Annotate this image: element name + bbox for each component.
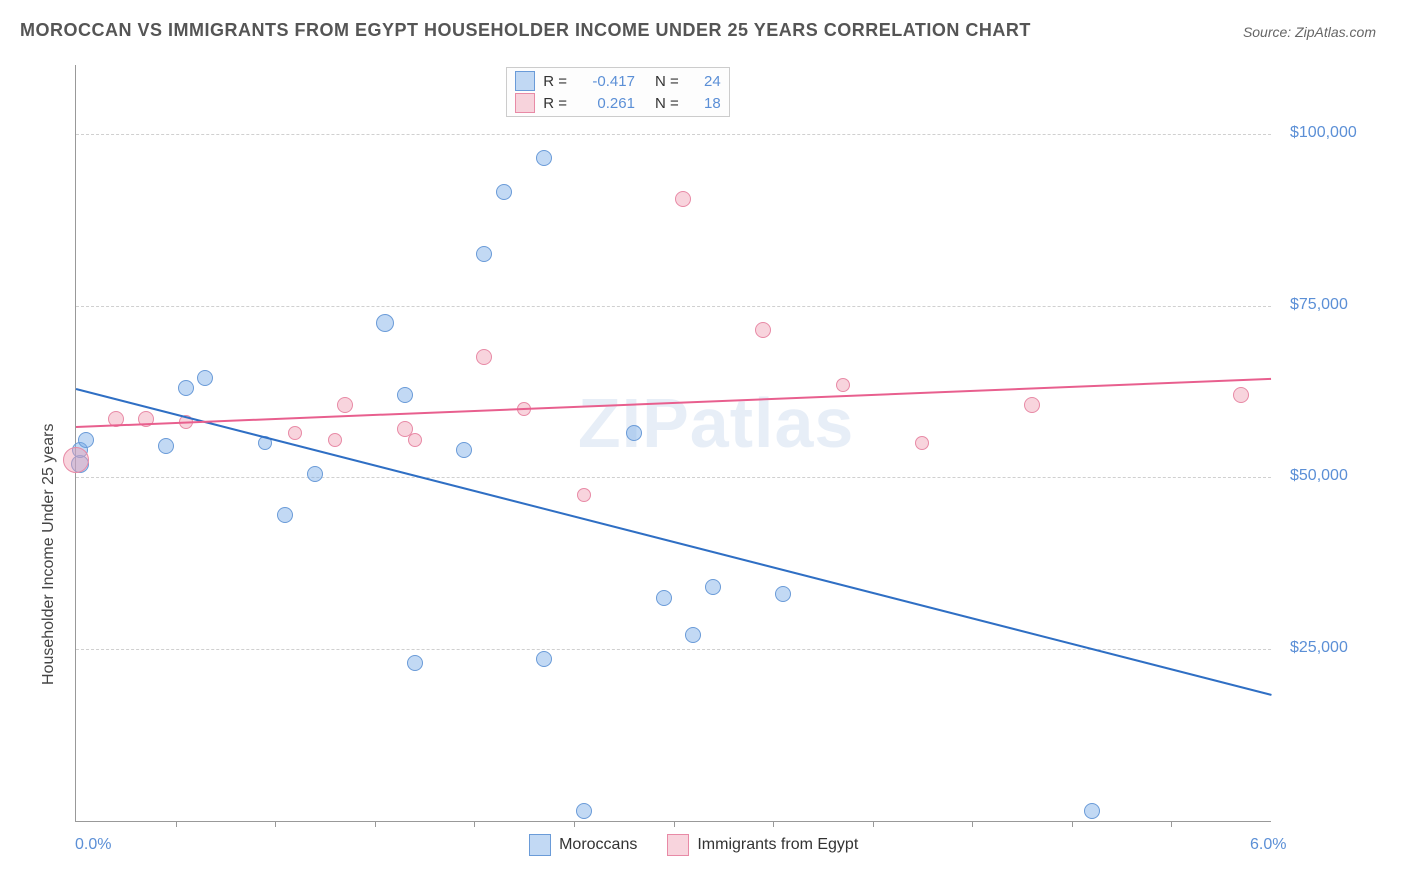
n-value: 24 bbox=[687, 73, 721, 90]
scatter-point-moroccans bbox=[307, 466, 323, 482]
scatter-point-egypt bbox=[476, 349, 492, 365]
legend-row: R = 0.261 N = 18 bbox=[515, 93, 721, 113]
plot-area: ZIPatlas R = -0.417 N = 24 R = 0.261 N = 18 bbox=[75, 65, 1271, 822]
x-tick-mark bbox=[972, 821, 973, 827]
scatter-point-egypt bbox=[328, 433, 342, 447]
x-tick-mark bbox=[176, 821, 177, 827]
x-tick-mark bbox=[1171, 821, 1172, 827]
correlation-legend: R = -0.417 N = 24 R = 0.261 N = 18 bbox=[506, 67, 730, 117]
n-value: 18 bbox=[687, 95, 721, 112]
x-tick-mark bbox=[674, 821, 675, 827]
scatter-point-egypt bbox=[408, 433, 422, 447]
x-tick-mark bbox=[474, 821, 475, 827]
y-tick-label: $100,000 bbox=[1290, 124, 1357, 142]
legend-label: Immigrants from Egypt bbox=[697, 836, 858, 853]
series-legend: Moroccans Immigrants from Egypt bbox=[529, 834, 858, 856]
n-label: N = bbox=[655, 95, 679, 112]
scatter-point-egypt bbox=[1024, 397, 1040, 413]
y-tick-label: $50,000 bbox=[1290, 467, 1348, 485]
gridline bbox=[76, 477, 1271, 478]
r-value: 0.261 bbox=[575, 95, 635, 112]
chart-container: Householder Income Under 25 years ZIPatl… bbox=[20, 55, 1386, 872]
legend-label: Moroccans bbox=[559, 836, 637, 853]
scatter-point-moroccans bbox=[626, 425, 642, 441]
x-tick-mark bbox=[1072, 821, 1073, 827]
scatter-point-moroccans bbox=[476, 246, 492, 262]
scatter-point-moroccans bbox=[78, 432, 94, 448]
x-tick-mark bbox=[375, 821, 376, 827]
scatter-point-moroccans bbox=[705, 579, 721, 595]
scatter-point-moroccans bbox=[1084, 803, 1100, 819]
scatter-point-moroccans bbox=[496, 184, 512, 200]
scatter-point-moroccans bbox=[158, 438, 174, 454]
x-tick-mark bbox=[275, 821, 276, 827]
blue-swatch bbox=[515, 71, 535, 91]
x-tick-label-end: 6.0% bbox=[1250, 836, 1286, 854]
n-label: N = bbox=[655, 73, 679, 90]
scatter-point-moroccans bbox=[197, 370, 213, 386]
x-tick-mark bbox=[873, 821, 874, 827]
x-tick-label-start: 0.0% bbox=[75, 836, 111, 854]
y-tick-label: $75,000 bbox=[1290, 296, 1348, 314]
source-attribution: Source: ZipAtlas.com bbox=[1243, 24, 1376, 40]
r-value: -0.417 bbox=[575, 73, 635, 90]
x-tick-mark bbox=[574, 821, 575, 827]
scatter-point-moroccans bbox=[397, 387, 413, 403]
r-label: R = bbox=[543, 73, 567, 90]
scatter-point-moroccans bbox=[685, 627, 701, 643]
scatter-point-egypt bbox=[675, 191, 691, 207]
scatter-point-egypt bbox=[836, 378, 850, 392]
legend-item: Moroccans bbox=[529, 834, 637, 856]
scatter-point-egypt bbox=[337, 397, 353, 413]
scatter-point-egypt bbox=[63, 447, 89, 473]
pink-swatch bbox=[515, 93, 535, 113]
scatter-point-egypt bbox=[577, 488, 591, 502]
r-label: R = bbox=[543, 95, 567, 112]
x-tick-mark bbox=[773, 821, 774, 827]
legend-row: R = -0.417 N = 24 bbox=[515, 71, 721, 91]
pink-swatch bbox=[667, 834, 689, 856]
gridline bbox=[76, 306, 1271, 307]
scatter-point-moroccans bbox=[656, 590, 672, 606]
scatter-point-moroccans bbox=[178, 380, 194, 396]
scatter-point-moroccans bbox=[775, 586, 791, 602]
blue-swatch bbox=[529, 834, 551, 856]
chart-title: MOROCCAN VS IMMIGRANTS FROM EGYPT HOUSEH… bbox=[20, 20, 1031, 41]
legend-item: Immigrants from Egypt bbox=[667, 834, 858, 856]
trend-line-egypt bbox=[76, 378, 1271, 428]
watermark: ZIPatlas bbox=[578, 383, 854, 463]
scatter-point-moroccans bbox=[536, 150, 552, 166]
y-tick-label: $25,000 bbox=[1290, 639, 1348, 657]
scatter-point-egypt bbox=[1233, 387, 1249, 403]
scatter-point-egypt bbox=[755, 322, 771, 338]
scatter-point-egypt bbox=[915, 436, 929, 450]
scatter-point-moroccans bbox=[407, 655, 423, 671]
y-axis-title: Householder Income Under 25 years bbox=[40, 423, 58, 684]
gridline bbox=[76, 134, 1271, 135]
scatter-point-moroccans bbox=[277, 507, 293, 523]
scatter-point-moroccans bbox=[376, 314, 394, 332]
scatter-point-moroccans bbox=[576, 803, 592, 819]
scatter-point-moroccans bbox=[456, 442, 472, 458]
scatter-point-egypt bbox=[288, 426, 302, 440]
scatter-point-moroccans bbox=[536, 651, 552, 667]
